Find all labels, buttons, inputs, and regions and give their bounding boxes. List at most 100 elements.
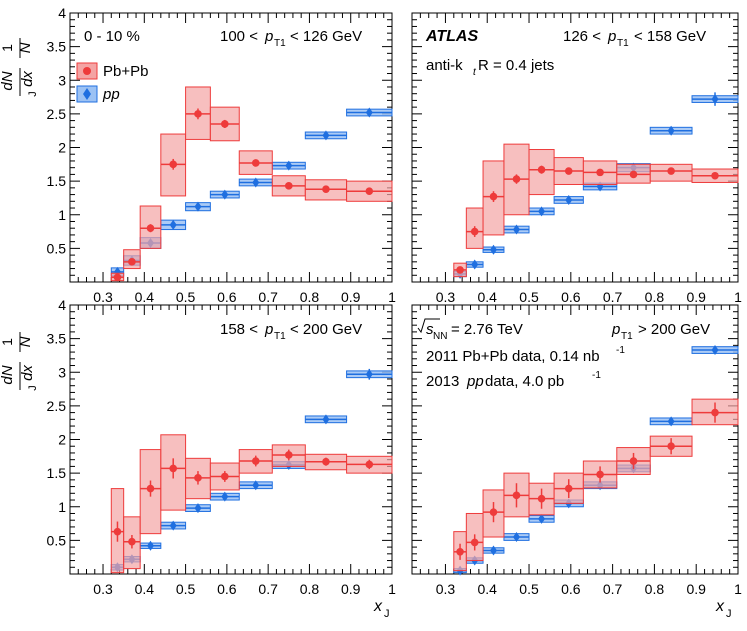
data-point-pp [322, 414, 330, 425]
x-tick-label: 0.9 [686, 289, 706, 305]
data-point-pbpb [365, 187, 374, 196]
data-point-pbpb [629, 170, 638, 179]
y-tick-label: 4 [58, 297, 66, 313]
range-post-tr: < 158 GeV [634, 28, 706, 45]
data-point-pbpb [322, 457, 330, 466]
x-tick-label: 0.5 [176, 289, 196, 305]
data-point-pbpb [711, 171, 719, 180]
y-tick-label: 3 [58, 364, 66, 380]
legend-pbpb-marker [83, 67, 91, 75]
lumi-pbpb-label: 2011 Pb+Pb data, 0.14 nb -1 [426, 345, 625, 365]
data-point-pp [471, 259, 479, 270]
data-point-pbpb [284, 182, 293, 190]
data-point-pbpb [251, 457, 260, 465]
y-tick-label: 3 [58, 72, 66, 88]
data-point-pbpb [146, 484, 155, 493]
data-point-pbpb [113, 273, 122, 282]
x-tick-label: 0.5 [519, 581, 539, 597]
x-tick-label: 0.6 [217, 581, 237, 597]
x-tick-label: 0.8 [645, 581, 665, 597]
x-axis-title-left: x J [373, 598, 390, 620]
x-axis-title-sub: J [384, 608, 390, 620]
y-axis-title-n: N [17, 42, 34, 53]
data-point-pbpb [128, 537, 136, 546]
series-pbpb [110, 86, 393, 282]
data-point-pp [169, 219, 177, 230]
data-point-pbpb [596, 470, 604, 479]
legend-pp-label: pp [102, 86, 120, 103]
y-tick-label: 2.5 [47, 106, 67, 122]
x-tick-label: 0.6 [561, 289, 581, 305]
panels-layer: 0.3 0.4 0.5 0.6 0.7 0.8 0.9 10.511.522.533.540.… [47, 5, 743, 597]
data-point-pp [194, 503, 202, 514]
y-tick-label: 0.5 [47, 240, 67, 256]
data-point-pp [711, 94, 719, 105]
x-tick-label: 0.4 [135, 289, 155, 305]
data-point-pp [285, 160, 293, 171]
y-tick-label: 2 [58, 432, 66, 448]
pt-symbol-tr: p [607, 28, 616, 45]
data-point-pbpb [512, 491, 521, 500]
data-point-pp [490, 545, 497, 556]
pt-symbol-br: p [611, 321, 620, 338]
data-point-pp [512, 224, 520, 235]
legend-pp-marker [83, 88, 91, 100]
data-point-pbpb [322, 185, 330, 193]
data-point-pbpb [470, 538, 479, 547]
y-tick-label: 3.5 [47, 331, 67, 347]
x-tick-label: 0.9 [341, 289, 361, 305]
data-point-pbpb [470, 227, 479, 236]
y-tick-label: 2 [58, 140, 66, 156]
x-tick-label: 0.6 [561, 581, 581, 597]
y-tick-label: 4 [58, 5, 66, 21]
panel-bottom-left: 0.3 0.4 0.5 0.6 0.7 0.8 0.9 1 0.5 1 1.5 2 2.5 3 3.5 4 [47, 297, 397, 597]
data-point-pp [252, 480, 260, 491]
x-tick-label: 0.4 [477, 581, 497, 597]
x-tick-label: 0.4 [477, 289, 497, 305]
y-tick-label: 0.5 [47, 532, 67, 548]
range-label-tr: 126 < p T1 < 158 GeV [563, 28, 706, 49]
panel-frame [411, 12, 739, 283]
data-point-pbpb [365, 460, 374, 469]
legend: Pb+Pb pp [76, 62, 148, 103]
data-point-pp [221, 189, 229, 200]
data-point-pbpb [194, 474, 202, 482]
data-point-pbpb [489, 192, 498, 201]
x-tick-label: 0.9 [341, 581, 361, 597]
pt-sub-bl: T1 [274, 331, 286, 342]
data-point-pbpb [489, 508, 498, 516]
y-axis-title-one: 1 [0, 44, 15, 52]
data-point-pp [365, 369, 373, 380]
range-pre-bl: 158 < [220, 321, 258, 338]
data-point-pbpb [456, 266, 464, 274]
data-point-pbpb [128, 258, 136, 266]
data-point-pbpb [456, 548, 464, 556]
y-tick-label: 1.5 [47, 173, 67, 189]
y-tick-label: 1 [58, 207, 66, 223]
data-point-pp [169, 520, 177, 531]
y-axis-title-dx: dx [19, 71, 36, 87]
x-tick-label: 0.3 [93, 581, 113, 597]
data-point-pbpb [194, 110, 202, 118]
data-point-pp [538, 513, 546, 524]
data-point-pbpb [169, 160, 178, 169]
centrality-label: 0 - 10 % [84, 28, 140, 45]
data-point-pp [490, 244, 497, 255]
data-point-pbpb [711, 408, 719, 417]
series-pbpb [110, 434, 393, 574]
lumi-pp-pp: pp [466, 373, 484, 390]
panel-top-left: 0.3 0.4 0.5 0.6 0.7 0.8 0.9 1 0.5 1 1.5 2 2.5 3 3.5 4 [47, 5, 397, 305]
energy-value: = 2.76 TeV [451, 321, 523, 338]
data-point-pbpb [537, 165, 546, 174]
x-tick-label: 0.3 [93, 289, 113, 305]
y-axis-title-dn: dN [0, 71, 16, 90]
data-point-pbpb [169, 464, 178, 473]
panel-bottom-right: 0.3 0.4 0.5 0.6 0.7 0.8 0.9 1 [411, 304, 742, 597]
data-point-pp [147, 540, 154, 551]
x-axis-title-right: x J [715, 598, 732, 620]
jets-suffix: R = 0.4 jets [478, 57, 554, 74]
data-point-pp [512, 532, 520, 543]
data-point-pbpb [251, 159, 260, 167]
range-label-bl: 158 < p T1 < 200 GeV [220, 321, 362, 342]
